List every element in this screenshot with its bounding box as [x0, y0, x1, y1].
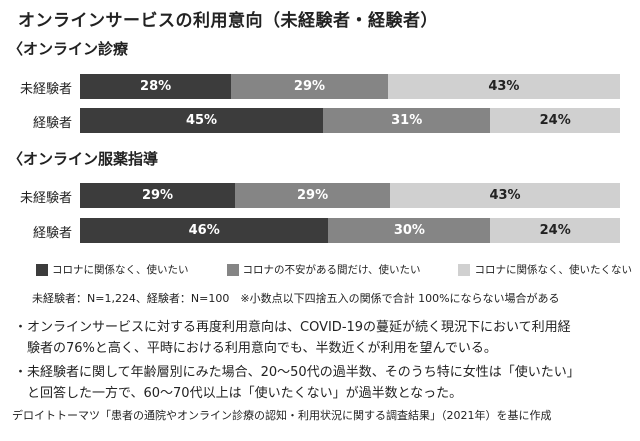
- legend-label: コロナの不安がある間だけ、使いたい: [242, 264, 421, 276]
- stacked-bar: 46% 30% 24%: [80, 218, 620, 243]
- bullet-1: ・オンラインサービスに対する再度利用意向は、COVID-19の蔓延が続く現況下に…: [14, 317, 571, 359]
- bullet-2-line-2: と回答した一方で、60～70代以上は「使いたくない」が過半数となった。: [14, 386, 463, 401]
- chart-title: オンラインサービスの利用意向（未経験者・経験者）: [18, 11, 438, 31]
- bar-segment: 43%: [387, 74, 620, 99]
- category-label: 未経験者: [19, 191, 72, 206]
- panel-title: 〈オンライン診療: [8, 40, 129, 58]
- bar-segment: 31%: [323, 108, 491, 133]
- legend: コロナに関係なく、使いたい コロナの不安がある間だけ、使いたい コロナに関係なく、使…: [36, 262, 640, 277]
- bar-segment: 24%: [490, 108, 620, 133]
- stacked-bar: 28% 29% 43%: [80, 74, 620, 99]
- bar-segment: 29%: [80, 183, 236, 208]
- bar-segment: 29%: [231, 74, 388, 99]
- category-label: 経験者: [32, 226, 72, 241]
- bar-segment: 29%: [235, 183, 391, 208]
- stacked-bar: 45% 31% 24%: [80, 108, 620, 133]
- bullet-1-line-1: ・オンラインサービスに対する再度利用意向は、COVID-19の蔓延が続く現況下に…: [14, 320, 571, 335]
- legend-item: コロナに関係なく、使いたい: [36, 262, 189, 277]
- legend-swatch: [226, 263, 239, 276]
- bar-segment: 24%: [490, 218, 620, 243]
- bar-segment: 30%: [328, 218, 491, 243]
- bar-segment: 45%: [80, 108, 323, 133]
- legend-item: コロナに関係なく、使いたくない: [458, 262, 632, 277]
- legend-label: コロナに関係なく、使いたくない: [474, 264, 632, 276]
- category-label: 未経験者: [19, 82, 72, 97]
- legend-item: コロナの不安がある間だけ、使いたい: [226, 262, 421, 277]
- bullet-2-line-1: ・未経験者に関して年齢層別にみた場合、20～50代の過半数、そのうち特に女性は「…: [14, 365, 580, 380]
- bar-segment: 46%: [80, 218, 329, 243]
- sample-note: 未経験者：N=1,224、経験者：N=100 ※小数点以下四捨五入の関係で合計 …: [32, 292, 560, 305]
- category-label: 経験者: [32, 116, 72, 131]
- source-note: デロイトトーマツ「患者の通院やオンライン診療の認知・利用状況に関する調査結果」（…: [12, 409, 552, 422]
- legend-label: コロナに関係なく、使いたい: [52, 264, 189, 276]
- legend-swatch: [458, 263, 471, 276]
- panel-title: 〈オンライン服薬指導: [8, 150, 159, 168]
- legend-swatch: [36, 263, 48, 276]
- bullet-2: ・未経験者に関して年齢層別にみた場合、20～50代の過半数、そのうち特に女性は「…: [14, 362, 580, 404]
- bullet-1-line-2: 験者の76%と高く、平時における利用意向でも、半数近くが利用を望んでいる。: [14, 341, 497, 356]
- stacked-bar: 29% 29% 43%: [80, 183, 620, 208]
- bar-segment: 43%: [390, 183, 620, 208]
- bar-segment: 28%: [80, 74, 232, 99]
